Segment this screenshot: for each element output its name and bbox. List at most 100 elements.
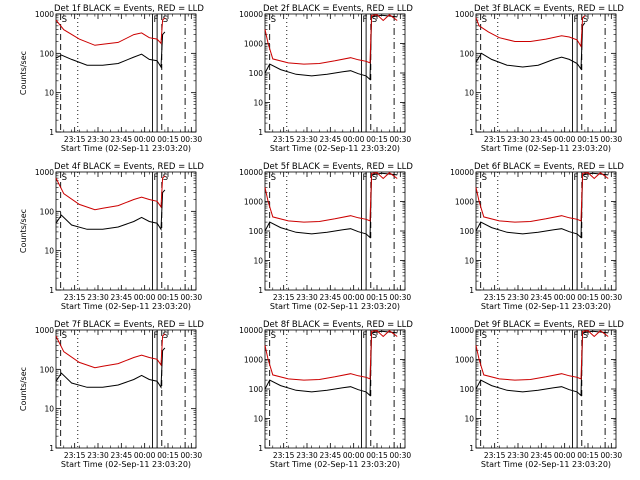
y-tick-label: 10 <box>464 257 474 266</box>
series-line <box>475 330 609 381</box>
y-tick-label: 10 <box>253 99 263 108</box>
y-tick-label: 10 <box>253 257 263 266</box>
x-tick-label: 00:30 <box>390 451 412 460</box>
series-line <box>55 175 166 211</box>
chart-title: Det 5f BLACK = Events, RED = LLD <box>263 162 413 172</box>
x-axis-label: Start Time (02-Sep-11 23:03:20) <box>270 302 400 311</box>
x-tick-label: 23:45 <box>320 451 342 460</box>
chart-panel: Det 9f BLACK = Events, RED = LLD 1 10 100 10… <box>450 320 624 469</box>
x-tick-label: 23:15 <box>484 451 506 460</box>
event-marker-label: S <box>163 173 168 183</box>
y-axis-label: Counts/sec <box>19 367 28 411</box>
event-marker-label: S <box>271 15 276 25</box>
event-marker-label: S <box>583 331 588 341</box>
series-line <box>475 172 609 223</box>
x-tick-label: 23:15 <box>64 135 86 144</box>
x-tick-label: 00:15 <box>577 293 599 302</box>
x-tick-label: 23:30 <box>296 293 318 302</box>
x-tick-label: 00:00 <box>554 451 576 460</box>
y-tick-label: 1 <box>49 128 54 137</box>
series-line <box>55 189 166 231</box>
x-tick-label: 23:15 <box>273 451 295 460</box>
y-tick-label: 1 <box>258 286 263 295</box>
x-tick-label: 00:00 <box>554 135 576 144</box>
series-line <box>475 22 586 71</box>
y-tick-label: 100 <box>249 385 264 394</box>
x-axis-label: Start Time (02-Sep-11 23:03:20) <box>481 302 611 311</box>
y-tick-label: 1 <box>469 286 474 295</box>
event-marker-label: S <box>163 15 168 25</box>
x-tick-label: 00:00 <box>134 135 156 144</box>
x-axis-label: Start Time (02-Sep-11 23:03:20) <box>481 144 611 153</box>
x-tick-label: 00:00 <box>134 451 156 460</box>
event-marker-label: S <box>372 331 377 341</box>
x-tick-label: 00:30 <box>390 293 412 302</box>
x-tick-label: 00:30 <box>181 293 203 302</box>
x-tick-label: 23:45 <box>531 293 553 302</box>
x-tick-label: 00:30 <box>601 451 623 460</box>
chart-panel: Det 5f BLACK = Events, RED = LLD 1 10 100 10… <box>239 162 413 311</box>
x-tick-label: 00:15 <box>157 293 179 302</box>
y-tick-label: 1000 <box>244 198 263 207</box>
series-line <box>55 31 166 69</box>
y-tick-label: 10 <box>464 415 474 424</box>
x-tick-label: 00:00 <box>554 293 576 302</box>
series-line <box>264 172 398 223</box>
y-tick-label: 10000 <box>239 168 263 177</box>
series-line <box>55 17 166 46</box>
y-tick-label: 10 <box>253 415 263 424</box>
x-tick-label: 23:30 <box>296 135 318 144</box>
y-axis-label: Counts/sec <box>19 209 28 253</box>
x-tick-label: 23:45 <box>320 293 342 302</box>
chart-panel: Det 3f BLACK = Events, RED = LLD 1 10 100 10… <box>455 4 624 153</box>
x-axis-label: Start Time (02-Sep-11 23:03:20) <box>61 302 191 311</box>
y-tick-label: 100 <box>460 227 475 236</box>
y-tick-label: 100 <box>460 385 475 394</box>
y-tick-label: 10000 <box>239 326 263 335</box>
chart-panel: Det 1f BLACK = Events, RED = LLD 1 10 100 10… <box>19 4 204 153</box>
event-marker-label: S <box>482 173 487 183</box>
y-tick-label: 1000 <box>455 198 474 207</box>
x-tick-label: 00:00 <box>343 293 365 302</box>
y-tick-label: 10 <box>44 405 54 414</box>
x-tick-label: 23:15 <box>64 293 86 302</box>
y-tick-label: 1000 <box>35 168 54 177</box>
chart-title: Det 8f BLACK = Events, RED = LLD <box>263 320 413 330</box>
y-tick-label: 100 <box>249 227 264 236</box>
chart-title: Det 4f BLACK = Events, RED = LLD <box>54 162 204 172</box>
y-tick-label: 1 <box>49 286 54 295</box>
y-tick-label: 100 <box>249 69 264 78</box>
x-tick-label: 23:30 <box>507 451 529 460</box>
x-tick-label: 23:45 <box>111 293 133 302</box>
x-axis-label: Start Time (02-Sep-11 23:03:20) <box>61 460 191 469</box>
x-tick-label: 23:30 <box>296 451 318 460</box>
y-tick-label: 1000 <box>244 356 263 365</box>
event-marker-label: S <box>163 331 168 341</box>
chart-panel: Det 6f BLACK = Events, RED = LLD 1 10 100 10… <box>450 162 624 311</box>
y-tick-label: 1 <box>258 444 263 453</box>
x-tick-label: 00:00 <box>134 293 156 302</box>
y-tick-label: 1000 <box>244 40 263 49</box>
x-tick-label: 23:45 <box>111 135 133 144</box>
y-tick-label: 10 <box>464 89 474 98</box>
series-line <box>475 172 609 239</box>
event-marker-label: S <box>62 15 67 25</box>
y-tick-label: 1 <box>49 444 54 453</box>
x-tick-label: 00:15 <box>366 293 388 302</box>
event-marker-label: S <box>583 173 588 183</box>
chart-title: Det 6f BLACK = Events, RED = LLD <box>474 162 624 172</box>
event-marker-label: F <box>573 331 578 341</box>
x-tick-label: 00:30 <box>390 135 412 144</box>
series-line <box>264 14 398 65</box>
x-tick-label: 23:15 <box>273 135 295 144</box>
series-line <box>264 330 398 397</box>
x-tick-label: 23:15 <box>273 293 295 302</box>
event-marker-label: F <box>362 173 367 183</box>
x-tick-label: 23:30 <box>507 293 529 302</box>
x-tick-label: 23:15 <box>484 293 506 302</box>
event-marker-label: S <box>482 15 487 25</box>
x-tick-label: 00:15 <box>157 451 179 460</box>
x-axis-label: Start Time (02-Sep-11 23:03:20) <box>270 144 400 153</box>
y-tick-label: 10000 <box>450 168 474 177</box>
